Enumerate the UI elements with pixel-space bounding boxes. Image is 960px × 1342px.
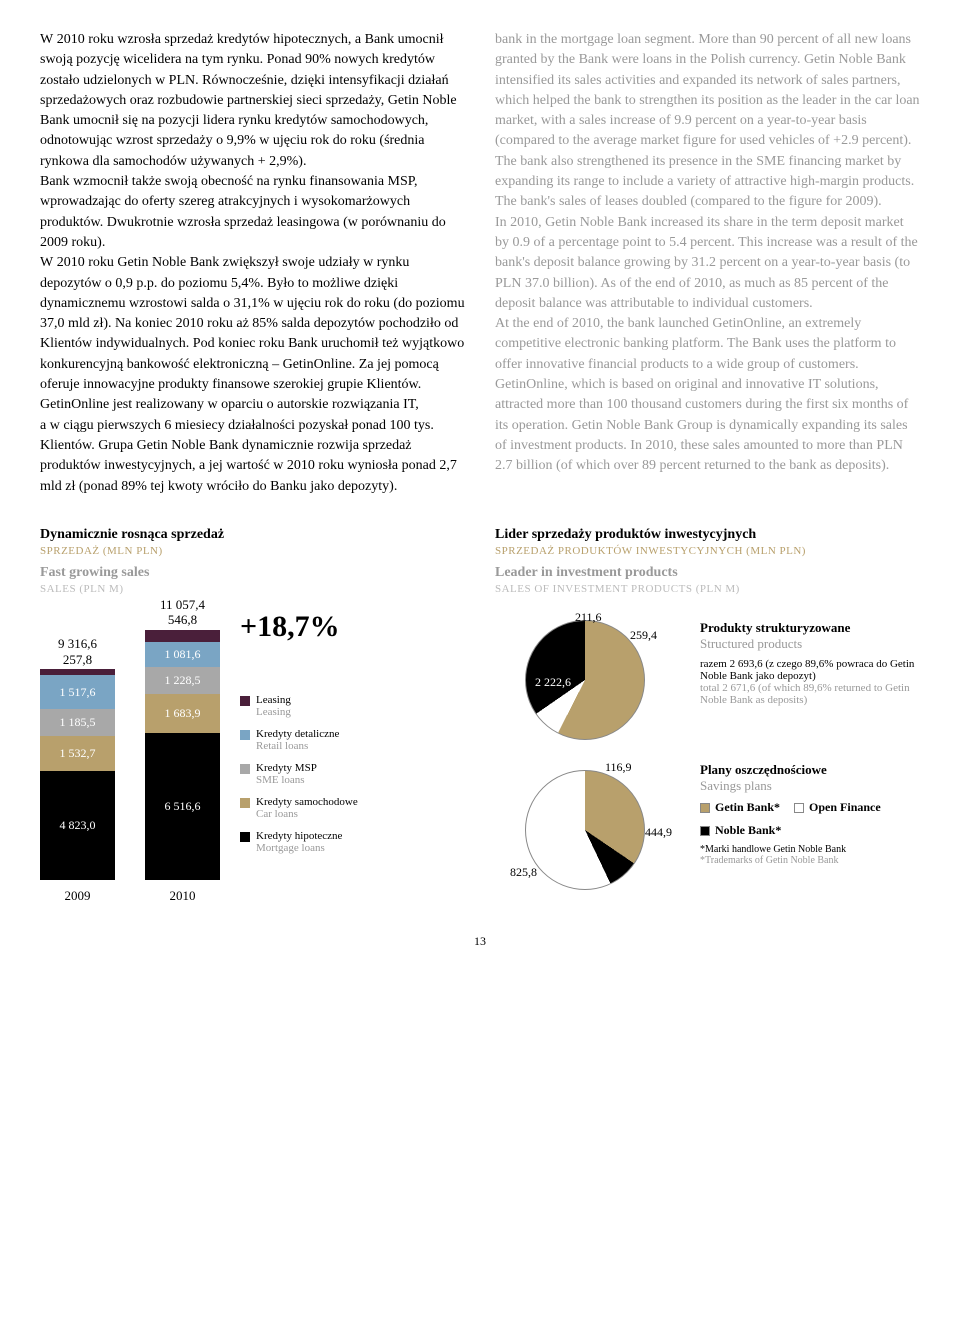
legend-item: Kredyty MSPSME loans — [240, 762, 358, 786]
pies-right-col: Produkty strukturyzowane Structured prod… — [700, 610, 920, 900]
bar-year-label: 2009 — [40, 888, 115, 904]
pie1-desc-title-en: Structured products — [700, 636, 920, 652]
bar-chart-area: 9 316,6257,8 1 517,61 185,51 532,74 823,0… — [40, 610, 465, 904]
pie2-block: 825,8 116,9 444,9 — [495, 760, 685, 900]
pie2-desc-title-pl: Plany oszczędnościowe — [700, 762, 920, 778]
pie1-desc-note-en: total 2 671,6 (of which 89,6% returned t… — [700, 682, 920, 706]
pie-legend-item: Noble Bank* — [700, 823, 781, 838]
pie2-footnote-pl: *Marki handlowe Getin Noble Bank — [700, 844, 920, 855]
pie-slice-label: 825,8 — [510, 865, 537, 880]
bar-segment: 4 823,0 — [40, 771, 115, 880]
legend-swatch — [240, 798, 250, 808]
bar-segment: 1 081,6 — [145, 642, 220, 666]
right-column-text: bank in the mortgage loan segment. More … — [495, 30, 920, 497]
text-columns: W 2010 roku wzrosła sprzedaż kredytów hi… — [40, 30, 920, 497]
legend-swatch — [240, 730, 250, 740]
pie-slice-label: 211,6 — [575, 610, 602, 625]
legend-text: Kredyty hipoteczneMortgage loans — [256, 830, 342, 854]
pie2-footnote-en: *Trademarks of Getin Noble Bank — [700, 855, 920, 866]
legend-swatch — [700, 826, 710, 836]
legend-text: LeasingLeasing — [256, 694, 291, 718]
pies-container: 2 222,6 211,6 259,4 825,8 116,9 444,9 Produk… — [495, 610, 920, 900]
bar-chart-legend: LeasingLeasing Kredyty detaliczneRetail l… — [240, 694, 358, 854]
page-number: 13 — [40, 934, 920, 949]
pie2-legend: Getin Bank* Open Finance Noble Bank* — [700, 800, 920, 838]
legend-text: Kredyty detaliczneRetail loans — [256, 728, 339, 752]
bar-year-label: 2010 — [145, 888, 220, 904]
bar-chart-subtitle-pl: SPRZEDAŻ (MLN PLN) — [40, 545, 465, 557]
pie1-block: 2 222,6 211,6 259,4 — [495, 610, 685, 750]
legend-item: Kredyty hipoteczneMortgage loans — [240, 830, 358, 854]
pie-legend-item: Getin Bank* — [700, 800, 780, 815]
bar-total-label: 9 316,6257,8 — [40, 636, 115, 667]
bar-segment — [145, 630, 220, 642]
pie-title-en: Leader in investment products — [495, 565, 920, 581]
bar-years-row: 2009 2010 — [40, 880, 220, 904]
legend-swatch — [240, 696, 250, 706]
pie-subtitle-en: SALES OF INVESTMENT PRODUCTS (PLN m) — [495, 583, 920, 595]
pie-legend-label: Open Finance — [809, 800, 881, 815]
pie2-desc-title-en: Savings plans — [700, 778, 920, 794]
pie1-desc-note-pl: razem 2 693,6 (z czego 89,6% powraca do … — [700, 658, 920, 682]
bar-chart-right-col: +18,7% LeasingLeasing Kredyty detaliczneR… — [240, 610, 358, 854]
bar-chart-title-en: Fast growing sales — [40, 565, 465, 581]
bar-segment: 1 683,9 — [145, 694, 220, 732]
charts-row: Dynamicznie rosnąca sprzedaż SPRZEDAŻ (M… — [40, 527, 920, 904]
bar-segment: 1 517,6 — [40, 675, 115, 709]
pie-legend-label: Noble Bank* — [715, 823, 781, 838]
left-column-text: W 2010 roku wzrosła sprzedaż kredytów hi… — [40, 30, 465, 497]
legend-text: Kredyty MSPSME loans — [256, 762, 317, 786]
bar-column: 11 057,4546,81 081,61 228,51 683,96 516,… — [145, 610, 220, 880]
bar-chart-subtitle-en: SALES (PLN m) — [40, 583, 465, 595]
legend-swatch — [700, 803, 710, 813]
bar-segment: 1 185,5 — [40, 709, 115, 736]
pie-slice-label: 259,4 — [630, 628, 657, 643]
pies-left-col: 2 222,6 211,6 259,4 825,8 116,9 444,9 — [495, 610, 685, 900]
bar-column: 9 316,6257,8 1 517,61 185,51 532,74 823,0 — [40, 610, 115, 880]
legend-item: LeasingLeasing — [240, 694, 358, 718]
bar-chart-title-pl: Dynamicznie rosnąca sprzedaż — [40, 527, 465, 543]
bar-chart-section: Dynamicznie rosnąca sprzedaż SPRZEDAŻ (M… — [40, 527, 465, 904]
pie-slice-label: 2 222,6 — [535, 675, 571, 690]
bar-segment: 6 516,6 — [145, 733, 220, 880]
bar-segment: 1 532,7 — [40, 736, 115, 771]
pie-chart — [525, 770, 645, 890]
pie-title-pl: Lider sprzedaży produktów inwestycyjnych — [495, 527, 920, 543]
pie-slice-label: 444,9 — [645, 825, 672, 840]
legend-item: Kredyty samochodoweCar loans — [240, 796, 358, 820]
bars-container: 9 316,6257,8 1 517,61 185,51 532,74 823,0… — [40, 610, 220, 880]
legend-swatch — [240, 764, 250, 774]
pie1-desc-title-pl: Produkty strukturyzowane — [700, 620, 920, 636]
bar-segment: 1 228,5 — [145, 667, 220, 695]
legend-swatch — [240, 832, 250, 842]
legend-item: Kredyty detaliczneRetail loans — [240, 728, 358, 752]
legend-text: Kredyty samochodoweCar loans — [256, 796, 358, 820]
pie-slice-label: 116,9 — [605, 760, 632, 775]
pie-chart-section: Lider sprzedaży produktów inwestycyjnych… — [495, 527, 920, 904]
legend-swatch — [794, 803, 804, 813]
percent-change-label: +18,7% — [240, 610, 358, 644]
pie-legend-item: Open Finance — [794, 800, 881, 815]
pie-legend-label: Getin Bank* — [715, 800, 780, 815]
pie-subtitle-pl: SPRZEDAŻ PRODUKTÓW INWESTYCYJNYCH (MLN P… — [495, 545, 920, 557]
bar-total-label: 11 057,4546,8 — [145, 597, 220, 628]
